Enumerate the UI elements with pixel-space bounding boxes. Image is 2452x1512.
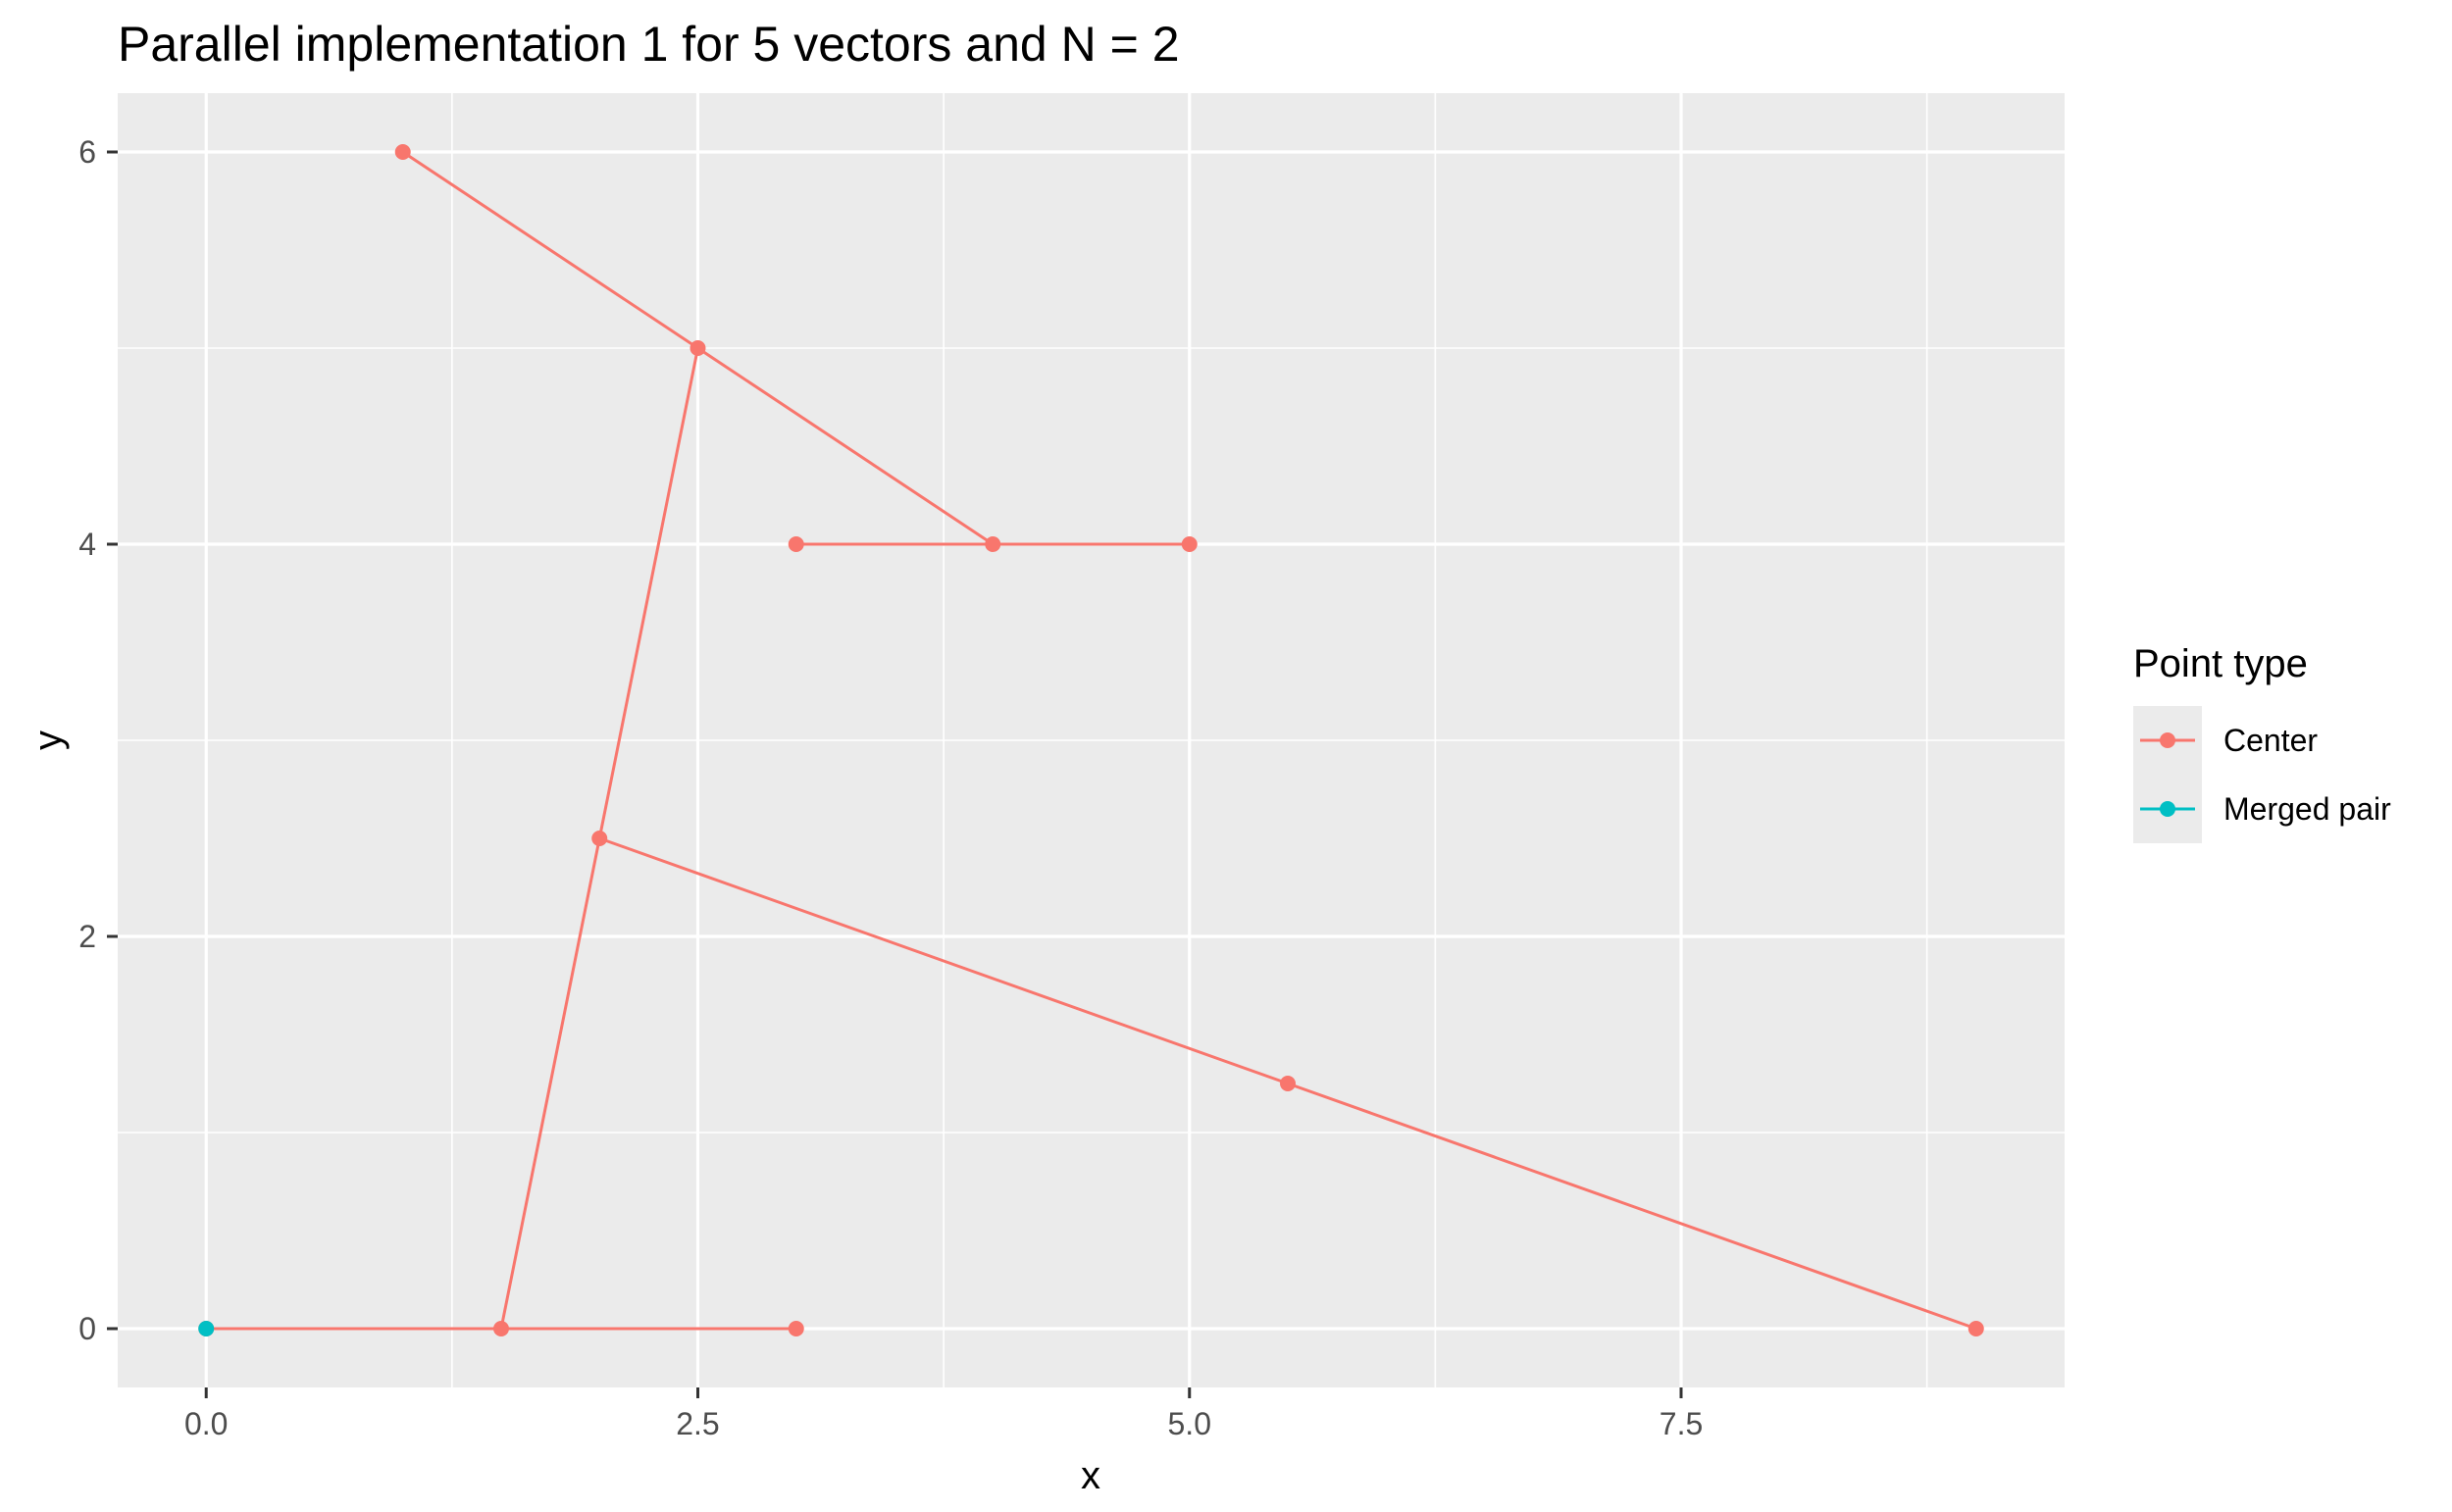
chart-title: Parallel implementation 1 for 5 vectors … — [118, 17, 1180, 72]
segment-0 — [401, 150, 699, 350]
x-axis-title: x — [1081, 1454, 1100, 1497]
grid-minor — [118, 93, 2065, 1387]
series-lines — [206, 150, 1977, 1331]
point-7 — [1967, 1321, 1984, 1336]
point-0 — [394, 144, 411, 160]
segment-1 — [696, 346, 995, 546]
y-axis: 0 2 4 6 — [78, 134, 118, 1346]
y-tick-label-2: 4 — [78, 527, 96, 562]
point-5 — [591, 831, 608, 846]
y-tick-label-3: 6 — [78, 134, 96, 170]
x-tick-label-0: 0.0 — [184, 1406, 228, 1441]
legend-key-point-1 — [2160, 801, 2175, 817]
legend: Point type Center Merged pair — [2133, 642, 2391, 843]
point-2 — [788, 536, 804, 552]
point-4 — [1181, 536, 1198, 552]
point-9 — [788, 1321, 804, 1336]
segment-6 — [598, 836, 1289, 1085]
segment-7 — [1287, 1082, 1977, 1331]
point-11 — [198, 1321, 215, 1336]
point-6 — [1280, 1076, 1297, 1091]
y-tick-label-1: 2 — [78, 919, 96, 954]
segment-5 — [499, 837, 601, 1330]
legend-label-0: Center — [2223, 723, 2318, 758]
x-tick-label-1: 2.5 — [676, 1406, 719, 1441]
legend-label-1: Merged pair — [2223, 791, 2391, 827]
segment-4 — [597, 347, 699, 839]
x-tick-label-2: 5.0 — [1168, 1406, 1211, 1441]
series-points — [198, 144, 1984, 1336]
x-tick-label-3: 7.5 — [1660, 1406, 1703, 1441]
legend-key-point-0 — [2160, 732, 2175, 748]
y-axis-title: y — [26, 731, 70, 750]
point-8 — [492, 1321, 509, 1336]
point-1 — [690, 340, 706, 356]
y-tick-label-0: 0 — [78, 1311, 96, 1346]
point-3 — [985, 536, 1001, 552]
legend-title: Point type — [2133, 642, 2308, 685]
x-axis: 0.0 2.5 5.0 7.5 — [184, 1387, 1703, 1441]
